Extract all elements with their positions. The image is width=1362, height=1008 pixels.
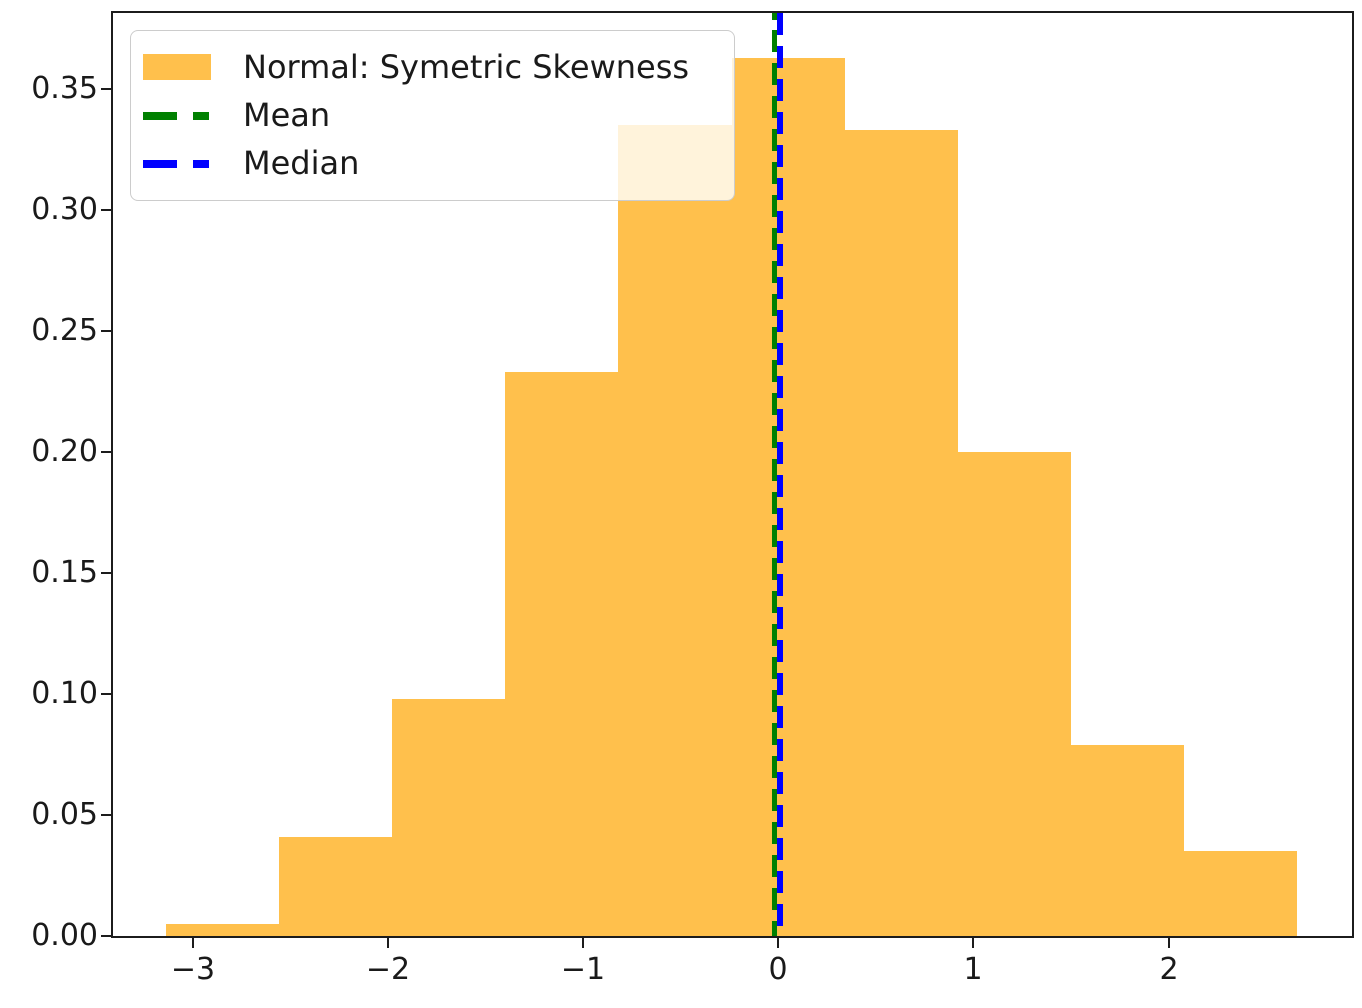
y-tick-mark [101,330,111,332]
median-line [777,13,783,936]
histogram-bar [166,924,279,936]
y-tick-mark [101,693,111,695]
histogram-bar [732,58,845,936]
histogram-bar [618,125,732,936]
y-tick-mark [101,451,111,453]
plot-area: Normal: Symetric Skewness Mean Median [111,11,1354,938]
histogram-bar [845,130,958,936]
x-tick-mark [387,938,389,948]
median-dash-swatch [143,159,209,168]
mean-line [772,13,777,936]
legend: Normal: Symetric Skewness Mean Median [130,30,735,201]
legend-item-median: Median [143,143,734,182]
legend-item-normal: Normal: Symetric Skewness [143,47,734,86]
x-tick-label: 1 [963,952,983,987]
mean-dash-swatch [143,111,209,120]
x-tick-label: 0 [768,952,788,987]
x-tick-mark [1168,938,1170,948]
histogram-bar [1071,745,1184,936]
legend-label-mean: Mean [243,95,331,134]
y-tick-label: 0.35 [31,71,98,106]
y-tick-mark [101,814,111,816]
x-tick-label: −3 [170,952,216,987]
y-tick-mark [101,209,111,211]
x-tick-label: −2 [365,952,411,987]
legend-label-normal: Normal: Symetric Skewness [243,47,690,86]
x-tick-mark [192,938,194,948]
histogram-bar [279,837,392,936]
y-tick-label: 0.20 [31,434,98,469]
y-tick-label: 0.30 [31,192,98,227]
histogram-bar [505,372,618,936]
y-tick-mark [101,88,111,90]
x-tick-mark [582,938,584,948]
histogram-bar [1184,851,1297,936]
histogram-bar [958,452,1071,936]
plot-inner [113,13,1352,936]
x-tick-label: −1 [560,952,606,987]
y-tick-label: 0.15 [31,555,98,590]
y-tick-label: 0.25 [31,313,98,348]
y-tick-label: 0.00 [31,918,98,953]
legend-label-median: Median [243,143,360,182]
legend-item-mean: Mean [143,95,734,134]
y-tick-label: 0.10 [31,676,98,711]
histogram-bar [392,699,505,936]
histogram-patch-swatch [143,54,211,81]
x-tick-mark [777,938,779,948]
y-tick-mark [101,572,111,574]
y-tick-mark [101,935,111,937]
x-tick-label: 2 [1159,952,1179,987]
y-tick-label: 0.05 [31,797,98,832]
x-tick-mark [972,938,974,948]
